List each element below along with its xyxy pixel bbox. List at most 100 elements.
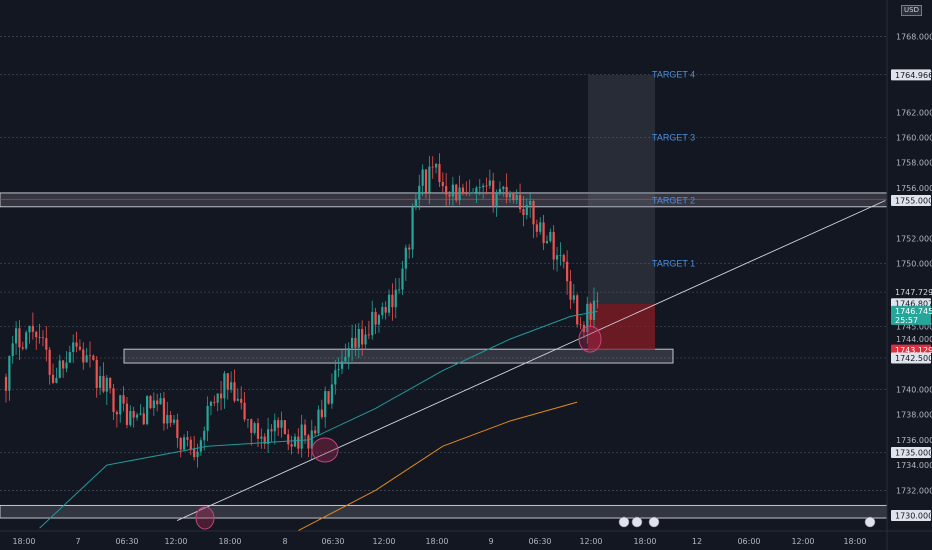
candle-down [250, 419, 253, 433]
candle-down [125, 403, 129, 425]
candle-down [522, 209, 525, 216]
candle-down [552, 232, 555, 260]
candle-up [246, 419, 250, 421]
grid-lines [0, 36, 887, 491]
time-tick-label: 18:00 [12, 537, 35, 546]
candle-up [25, 332, 28, 349]
price-badge-label: 1746.807 [895, 300, 932, 309]
price-badge [891, 286, 931, 298]
candle-up [586, 303, 589, 333]
stop-loss-zone[interactable] [588, 303, 655, 351]
target-label: TARGET 4 [652, 70, 695, 80]
candle-down [579, 324, 582, 326]
candle-down [361, 328, 364, 345]
price-badge-label: 1730.000 [895, 512, 932, 521]
candle-down [132, 411, 135, 418]
candle-down [566, 261, 569, 282]
time-tick-label: 06:30 [115, 537, 138, 546]
current-price-badge [891, 305, 931, 325]
highlight-circle[interactable] [195, 506, 215, 530]
candle-down [535, 224, 538, 232]
candles [4, 153, 599, 468]
candle-down [290, 444, 293, 447]
price-badge [891, 510, 931, 521]
candle-down [48, 349, 51, 375]
time-tick-label: 12:00 [791, 537, 814, 546]
event-flag-icon[interactable] [631, 516, 643, 528]
price-tick-label: 1744.000 [896, 335, 932, 344]
price-tick-label: 1760.000 [896, 134, 932, 143]
candle-down [277, 420, 280, 428]
annotations [176, 200, 886, 530]
event-flag-icon[interactable] [648, 516, 660, 528]
candle-up [529, 201, 532, 205]
candle-up [475, 187, 478, 193]
candle-up [495, 194, 498, 206]
price-tick-label: 1768.000 [896, 33, 932, 42]
price-badge-label: 1764.966 [895, 71, 932, 80]
event-flag-icon[interactable] [864, 516, 876, 528]
candle-down [354, 337, 357, 348]
candle-up [119, 395, 122, 415]
zone-rect [0, 504, 888, 519]
candle-down [18, 328, 21, 348]
candle-down [569, 281, 572, 300]
candle-up [404, 247, 407, 269]
event-flag-icon[interactable] [618, 516, 630, 528]
candle-up [545, 240, 549, 244]
candle-up [592, 300, 596, 320]
candle-up [344, 356, 347, 362]
time-axis[interactable]: 18:00 7 06:30 12:00 18:00 8 06:30 12:00 18:00 9 06… [0, 530, 932, 546]
currency-badge[interactable]: USD [901, 5, 922, 16]
candle-up [317, 409, 320, 434]
candle-up [377, 315, 381, 325]
price-axis[interactable]: 1768.0001765.0001762.0001760.0001758.000… [886, 0, 932, 550]
candle-down [492, 180, 495, 206]
candle-up [458, 187, 461, 201]
candle-up [471, 192, 475, 194]
candle-down [176, 419, 179, 439]
candle-up [72, 342, 75, 353]
candle-down [169, 415, 172, 423]
long-position-tool[interactable] [588, 74, 655, 351]
candle-down [186, 437, 189, 440]
candle-down [576, 295, 579, 325]
candle-up [401, 268, 404, 290]
candle-up [28, 325, 31, 333]
candle-up [146, 396, 149, 425]
candle-down [92, 355, 95, 360]
candle-down [283, 420, 286, 435]
candle-up [357, 328, 360, 348]
trend-line[interactable] [176, 200, 886, 521]
price-tick-label: 1740.000 [896, 386, 932, 395]
candle-up [236, 398, 239, 401]
candle-up [324, 391, 327, 418]
candle-up [572, 295, 575, 300]
price-tick-label: 1752.000 [896, 234, 932, 243]
candle-up [203, 430, 206, 441]
candle-down [112, 388, 115, 413]
candle-up [85, 355, 88, 363]
candle-up [139, 413, 142, 415]
highlight-circle[interactable] [311, 437, 339, 463]
profit-zone[interactable] [588, 74, 655, 304]
candle-up [129, 411, 132, 425]
candle-up [223, 373, 226, 399]
candle-down [115, 412, 118, 415]
time-tick-label: 06:00 [737, 537, 760, 546]
price-badge-label: 1743.129 [895, 346, 932, 355]
candle-up [300, 424, 303, 449]
candle-down [75, 342, 78, 347]
target-label: TARGET 1 [652, 259, 695, 269]
price-tick-label: 1758.000 [896, 159, 932, 168]
candle-down [562, 254, 565, 262]
candle-up [525, 204, 528, 216]
candle-down [270, 429, 273, 432]
candle-up [182, 437, 186, 450]
candle-down [122, 395, 125, 404]
time-tick-label: 18:00 [843, 537, 866, 546]
highlight-circle[interactable] [578, 325, 602, 353]
candle-down [156, 400, 159, 405]
price-tick-label: 1756.000 [896, 184, 932, 193]
